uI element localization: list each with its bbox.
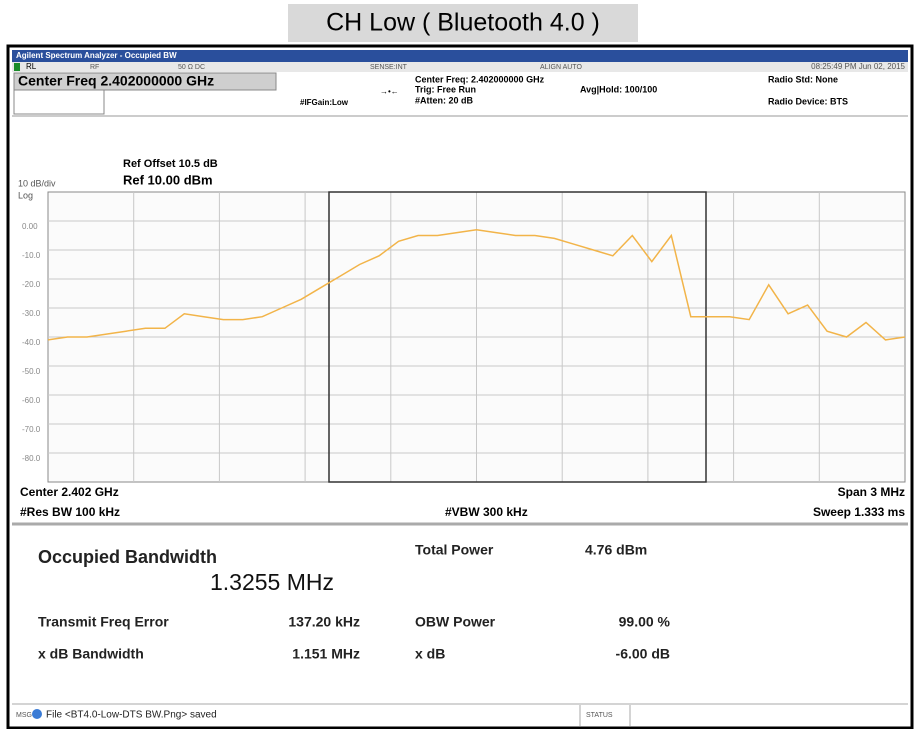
y-tick-label: -20.0	[22, 280, 41, 289]
freq-error-value: 137.20 kHz	[288, 614, 360, 630]
trig: Trig: Free Run	[415, 84, 476, 94]
scale-type: Log	[18, 190, 33, 200]
ref-level: Ref 10.00 dBm	[123, 172, 213, 187]
status: STATUS	[586, 712, 613, 719]
radio-device: Radio Device: BTS	[768, 96, 848, 106]
y-tick-label: -70.0	[22, 425, 41, 434]
trig-icon: →•←	[380, 87, 399, 96]
res-bw: #Res BW 100 kHz	[20, 505, 120, 519]
y-tick-label: -40.0	[22, 338, 41, 347]
obw-label: Occupied Bandwidth	[38, 547, 217, 567]
msg: MSG	[16, 712, 32, 719]
center: Center 2.402 GHz	[20, 485, 119, 499]
center-freq-info: Center Freq: 2.402000000 GHz	[415, 74, 545, 84]
y-tick-label: -50.0	[22, 367, 41, 376]
align: ALIGN AUTO	[540, 64, 582, 71]
span: Span 3 MHz	[838, 485, 905, 499]
title-box	[288, 4, 638, 42]
window-bar	[12, 50, 908, 62]
xdb-bw-value: 1.151 MHz	[292, 646, 360, 662]
y-tick-label: -30.0	[22, 309, 41, 318]
sense: SENSE:INT	[370, 64, 408, 71]
status-row	[12, 62, 908, 72]
if-gain: #IFGain:Low	[300, 98, 349, 107]
input-box	[13, 89, 105, 115]
datetime: 08:25:49 PM Jun 02, 2015	[811, 62, 905, 71]
coupling: 50 Ω DC	[178, 64, 205, 71]
obw-power-label: OBW Power	[415, 614, 496, 630]
y-tick-label: 0.00	[22, 222, 38, 231]
xdb-label: x dB	[415, 646, 445, 662]
y-tick-label: -10.0	[22, 251, 41, 260]
window-title: Agilent Spectrum Analyzer - Occupied BW	[16, 51, 177, 60]
rl: RL	[26, 62, 37, 71]
total-power-value: 4.76 dBm	[585, 542, 647, 558]
avg-hold: Avg|Hold: 100/100	[580, 84, 657, 94]
xdb-value: -6.00 dB	[616, 646, 670, 662]
atten: #Atten: 20 dB	[415, 95, 474, 105]
sweep: Sweep 1.333 ms	[813, 505, 905, 519]
xdb-bw-label: x dB Bandwidth	[38, 646, 144, 662]
page-title: CH Low ( Bluetooth 4.0 )	[326, 9, 600, 37]
obw-power-value: 99.00 %	[619, 614, 671, 630]
freq-error-label: Transmit Freq Error	[38, 614, 169, 630]
vbw: #VBW 300 kHz	[445, 505, 528, 519]
msg-icon	[32, 709, 42, 719]
y-tick-label: -80.0	[22, 454, 41, 463]
scale: 10 dB/div	[18, 178, 56, 188]
y-tick-label: -60.0	[22, 396, 41, 405]
total-power-label: Total Power	[415, 542, 494, 558]
lxi-icon	[14, 63, 20, 71]
message: File <BT4.0-Low-DTS BW.Png> saved	[46, 710, 217, 721]
obw-markers	[328, 191, 707, 483]
center-freq: Center Freq 2.402000000 GHz	[18, 73, 214, 89]
ref-offset: Ref Offset 10.5 dB	[123, 158, 218, 170]
obw-value: 1.3255 MHz	[210, 569, 334, 595]
center-freq-box	[13, 72, 277, 91]
rf: RF	[90, 64, 99, 71]
trace	[47, 228, 906, 341]
radio-std: Radio Std: None	[768, 74, 838, 84]
